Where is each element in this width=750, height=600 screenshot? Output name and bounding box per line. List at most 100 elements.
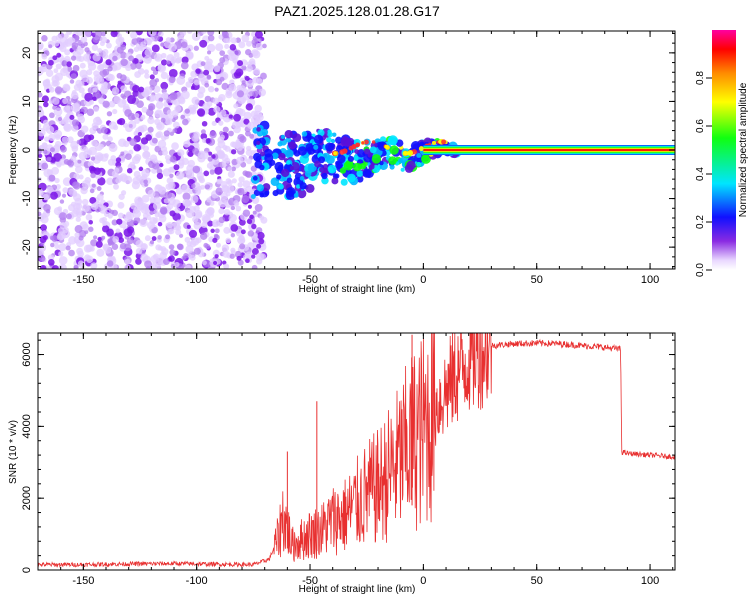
spectrogram-cell (203, 64, 210, 70)
spectrogram-cell (95, 116, 101, 122)
spectrogram-cell (219, 109, 227, 117)
spectrogram-cell (219, 134, 225, 140)
spectrogram-cell (201, 120, 208, 127)
spectrogram-cell (243, 118, 250, 125)
x-tick-label: -150 (72, 575, 94, 587)
spectrogram-cell (90, 239, 98, 247)
spectrogram-cell (116, 33, 123, 39)
x-tick-label: 0 (420, 274, 426, 286)
spectrogram-cell (53, 41, 60, 47)
spectrogram-cell (87, 149, 93, 156)
spectrogram-cell (141, 106, 148, 113)
spectrogram-cell (292, 133, 302, 143)
spectrogram-cell (51, 166, 60, 175)
spectrogram-cell (44, 136, 50, 142)
spectrogram-cell (235, 37, 241, 43)
figure-title: PAZ1.2025.128.01.28.G17 (274, 3, 440, 19)
spectrogram-cell (78, 151, 88, 161)
spectrogram-cell (209, 169, 215, 175)
spectrogram-cell (195, 237, 202, 244)
spectrogram-cell (191, 96, 200, 105)
spectrogram-cell (189, 132, 194, 138)
spectrogram-cell (124, 264, 131, 269)
spectrogram-cell (201, 214, 211, 223)
spectrogram-cell (129, 31, 138, 39)
spectrogram-cell (150, 66, 156, 72)
spectrogram-cell (148, 31, 157, 37)
spectrogram-cell (254, 203, 263, 212)
spectrogram-cell (151, 262, 158, 269)
spectrogram-cell (160, 117, 166, 123)
spectrogram-cell (185, 209, 195, 219)
spectrogram-cell (115, 37, 124, 46)
x-tick-label: 50 (531, 575, 543, 587)
spectrogram-cell (76, 139, 82, 145)
spectrogram-cell (337, 154, 346, 164)
spectrogram-cell (193, 221, 202, 230)
spectrogram-cell (86, 108, 95, 116)
spectrogram-cell (219, 130, 224, 136)
spectrogram-cell (74, 232, 80, 238)
spectrogram-cell (91, 183, 96, 188)
spectrogram-cell (59, 36, 69, 46)
spectrogram-cell (111, 87, 120, 95)
spectrogram-cell (81, 179, 91, 189)
spectrogram-cell (168, 43, 177, 52)
spectrogram-cell (149, 94, 157, 102)
spectrogram-cell (70, 55, 77, 61)
spectrogram-cell (102, 53, 109, 59)
spectrogram-cell (92, 53, 101, 62)
spectrogram-cell (237, 108, 246, 117)
spectrogram-cell (206, 43, 216, 53)
spectrogram-cell (38, 211, 42, 217)
spectrogram-cell (140, 114, 146, 120)
spectrogram-cell (170, 59, 176, 65)
spectrogram-cell (384, 144, 389, 149)
spectrogram-cell (149, 74, 155, 80)
colorbar-tick-label: 0.6 (695, 119, 706, 133)
spectrogram-cell (402, 150, 408, 156)
spectrogram-cell (314, 160, 321, 168)
spectrogram-cell (189, 254, 196, 261)
spectrogram-cell (118, 138, 127, 147)
spectrogram-cell (230, 205, 236, 211)
spectrogram-cell (200, 151, 209, 160)
spectrogram-cell (124, 258, 131, 265)
spectrogram-cell (233, 113, 241, 122)
spectrogram-cell (213, 233, 219, 239)
spectrogram-cell (111, 219, 118, 226)
spectrogram-cell (57, 116, 63, 122)
spectrogram-cell (215, 242, 222, 248)
spectrogram-cell (161, 146, 168, 152)
spectrogram-cell (193, 45, 199, 51)
spectrogram-cell (83, 31, 92, 38)
spectrogram-cell (259, 215, 265, 221)
spectrogram-cell (71, 42, 79, 49)
spectrogram-cell (39, 264, 47, 269)
spectrogram-cell (178, 173, 184, 180)
spectrogram-cell (214, 87, 219, 92)
spectrogram-cell (248, 53, 254, 58)
spectrogram-cell (71, 119, 80, 127)
spectrogram-cell (153, 209, 159, 215)
spectrogram-cell (147, 126, 154, 133)
spectrogram-cell (186, 224, 191, 229)
spectrogram-cell (193, 142, 200, 149)
spectrogram-xlabel: Height of straight line (km) (299, 284, 416, 295)
spectrogram-cell (163, 130, 170, 137)
spectrogram-cell (251, 254, 256, 259)
spectrogram-cell (176, 243, 183, 250)
spectrogram-cell (128, 149, 134, 155)
spectrogram-cell (67, 160, 75, 167)
spectrogram-cell (52, 55, 58, 61)
spectrogram-cell (231, 166, 237, 172)
spectrogram-cell (352, 162, 362, 172)
spectrogram-cell (224, 145, 231, 152)
spectrogram-cell (175, 229, 182, 236)
spectrogram-cell (160, 71, 169, 80)
spectrogram-cell (344, 139, 353, 147)
spectrogram-cell (169, 131, 175, 136)
spectrogram-cell (228, 83, 237, 92)
